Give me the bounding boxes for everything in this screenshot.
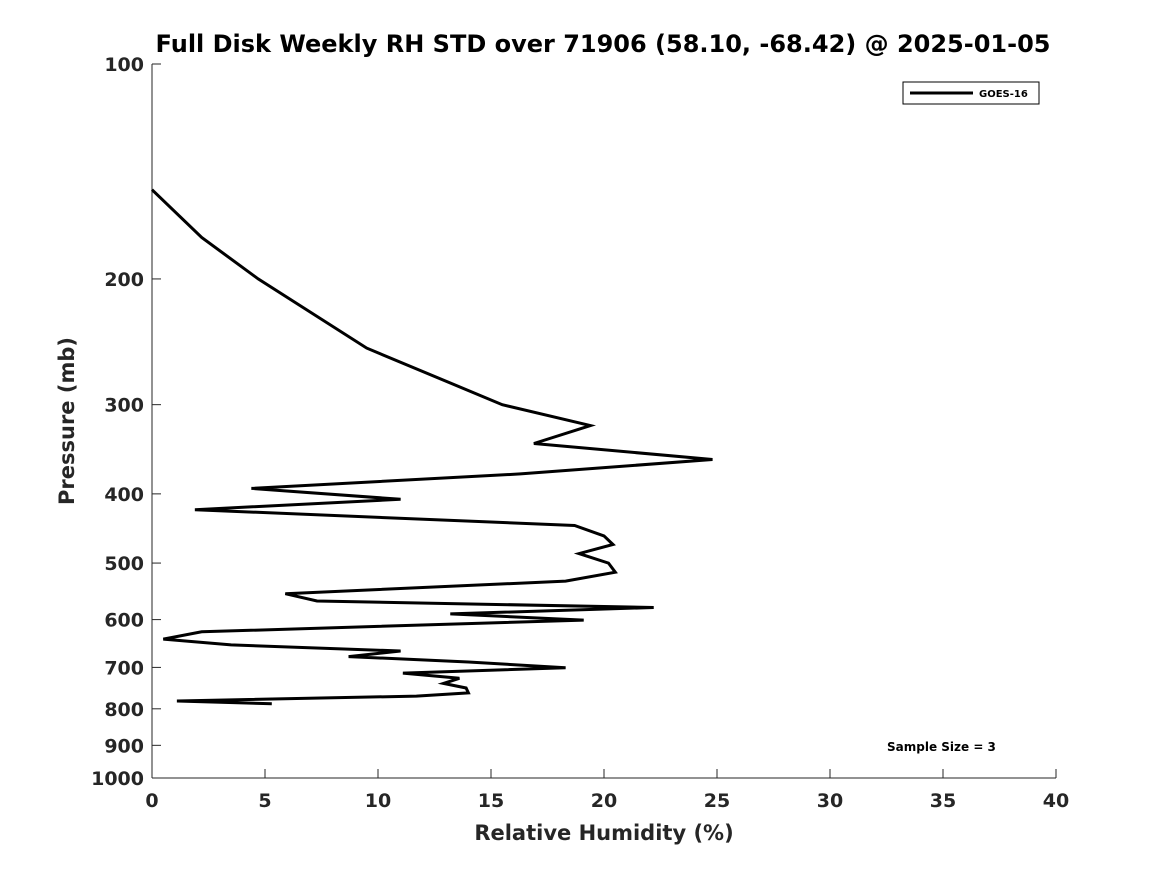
x-axis-ticks: 0 5 10 15 20 25 30 35 40 [145,769,1069,812]
x-tick-label: 35 [930,790,956,812]
chart-title: Full Disk Weekly RH STD over 71906 (58.1… [156,30,1051,58]
y-axis-ticks: 100 200 300 400 500 600 700 800 900 1000 [91,54,161,790]
y-tick-label: 100 [104,54,144,76]
x-tick-label: 30 [817,790,843,812]
sample-size-annotation: Sample Size = 3 [887,740,996,754]
legend-label: GOES-16 [979,89,1028,100]
y-axis-label: Pressure (mb) [55,337,79,505]
x-axis-label: Relative Humidity (%) [474,821,733,845]
y-tick-label: 700 [104,657,144,679]
series-line-goes-16 [150,188,713,706]
x-tick-label: 10 [365,790,391,812]
x-tick-label: 5 [258,790,271,812]
x-tick-label: 15 [478,790,504,812]
y-tick-label: 800 [104,699,144,721]
y-tick-label: 600 [104,610,144,632]
y-tick-label: 1000 [91,768,144,790]
y-tick-label: 500 [104,553,144,575]
y-tick-label: 200 [104,269,144,291]
x-tick-label: 25 [704,790,730,812]
x-tick-label: 20 [591,790,617,812]
legend: GOES-16 [902,81,1040,105]
x-tick-label: 40 [1043,790,1069,812]
y-tick-label: 400 [104,484,144,506]
y-tick-label: 300 [104,395,144,417]
x-tick-label: 0 [145,790,158,812]
y-tick-label: 900 [104,735,144,757]
